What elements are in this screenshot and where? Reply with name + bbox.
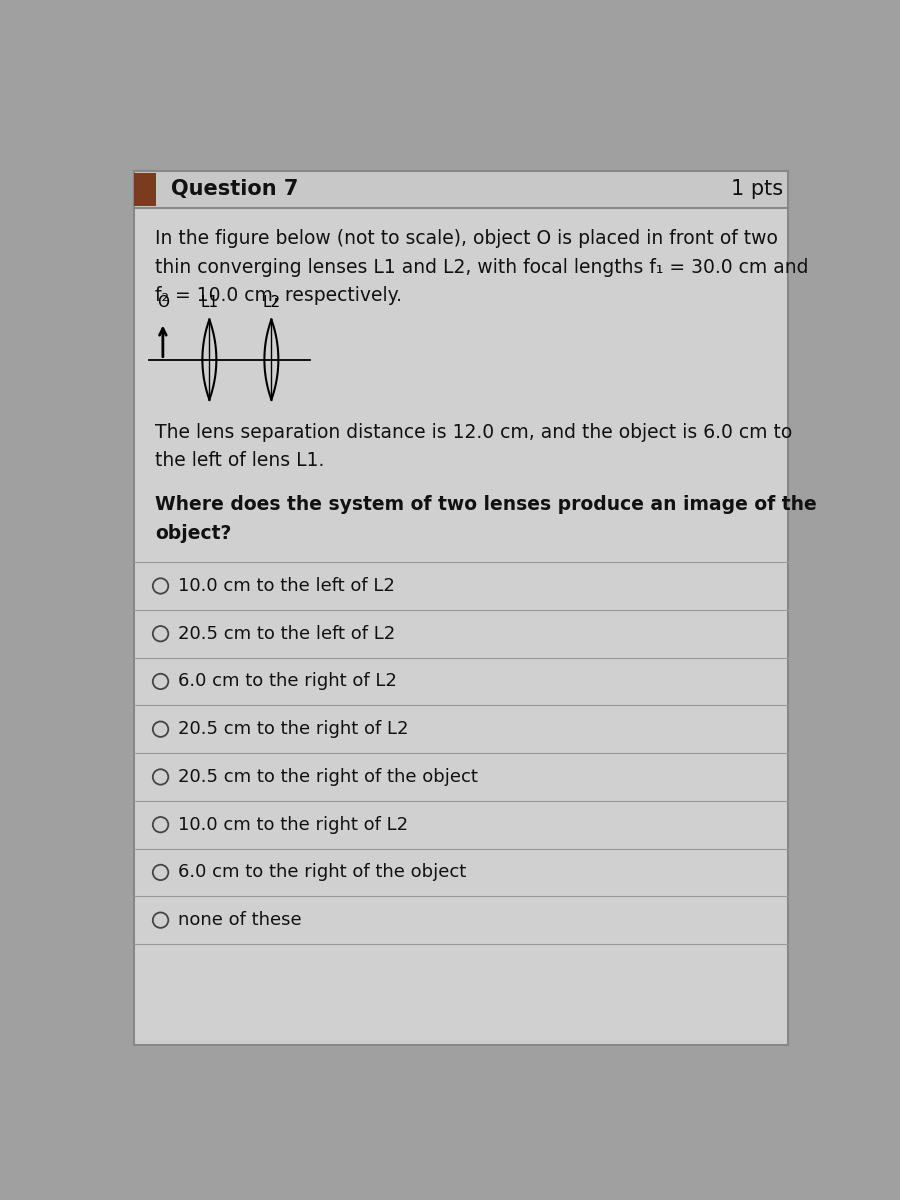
Text: 20.5 cm to the left of L2: 20.5 cm to the left of L2 [178,625,396,643]
Text: The lens separation distance is 12.0 cm, and the object is 6.0 cm to: The lens separation distance is 12.0 cm,… [155,422,792,442]
FancyBboxPatch shape [134,170,788,1045]
Text: 10.0 cm to the right of L2: 10.0 cm to the right of L2 [178,816,409,834]
Text: object?: object? [155,523,231,542]
Text: 20.5 cm to the right of the object: 20.5 cm to the right of the object [178,768,478,786]
Text: O: O [157,295,169,311]
Text: 1 pts: 1 pts [731,180,783,199]
Text: 6.0 cm to the right of the object: 6.0 cm to the right of the object [178,864,466,882]
Text: Question 7: Question 7 [171,180,298,199]
Text: L2: L2 [262,295,281,311]
Text: none of these: none of these [178,911,302,929]
Text: thin converging lenses L1 and L2, with focal lengths f₁ = 30.0 cm and: thin converging lenses L1 and L2, with f… [155,258,808,277]
Text: f₂ = 10.0 cm, respectively.: f₂ = 10.0 cm, respectively. [155,287,402,306]
Text: In the figure below (not to scale), object O is placed in front of two: In the figure below (not to scale), obje… [155,229,778,248]
Text: 6.0 cm to the right of L2: 6.0 cm to the right of L2 [178,672,397,690]
FancyBboxPatch shape [134,173,156,205]
Text: the left of lens L1.: the left of lens L1. [155,451,325,470]
FancyBboxPatch shape [134,170,788,208]
Text: 20.5 cm to the right of L2: 20.5 cm to the right of L2 [178,720,409,738]
Text: L1: L1 [201,295,219,311]
Text: Where does the system of two lenses produce an image of the: Where does the system of two lenses prod… [155,496,817,514]
Text: 10.0 cm to the left of L2: 10.0 cm to the left of L2 [178,577,395,595]
